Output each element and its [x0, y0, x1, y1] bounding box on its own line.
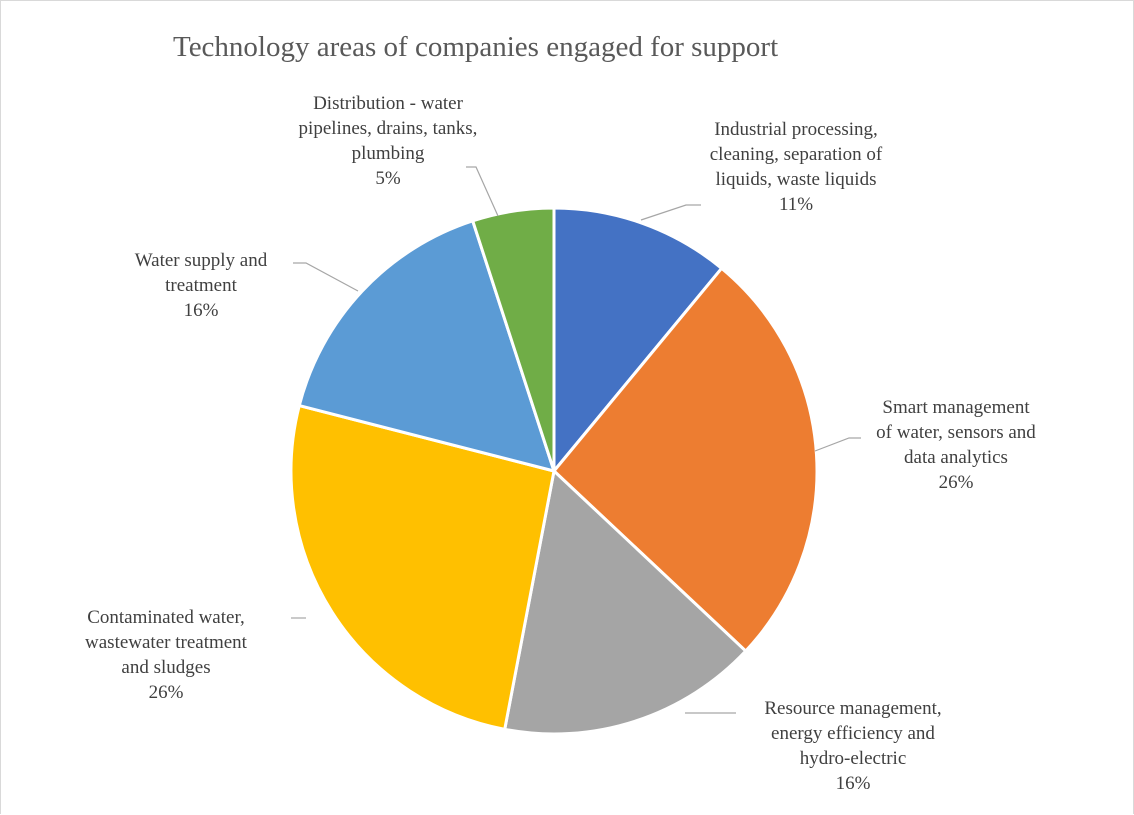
slice-label-line: Resource management, [764, 698, 941, 719]
slice-label-line: and sludges [121, 657, 210, 678]
pie-slice-5 [297, 219, 556, 473]
slice-label-line: Water supply and [135, 250, 268, 271]
slice-label-line: wastewater treatment [85, 632, 248, 653]
pie-slice-1 [552, 206, 724, 473]
slice-label-line: Industrial processing, [714, 119, 878, 140]
slice-label-2: Smart management of water, sensors and dat… [876, 397, 1036, 493]
slice-percent: 16% [836, 773, 871, 794]
slice-label-3: Resource management, energy efficiency an… [764, 698, 941, 794]
pie-slice-6 [471, 206, 556, 473]
slice-label-line: energy efficiency and [771, 723, 935, 744]
slice-percent: 26% [149, 682, 184, 703]
pie-slice-4 [289, 404, 556, 731]
slice-label-line: data analytics [904, 447, 1008, 468]
slice-label-6: Distribution - water pipelines, drains, t… [299, 93, 478, 189]
slice-percent: 26% [939, 472, 974, 493]
slice-percent: 11% [779, 194, 813, 215]
leader-line-1 [640, 204, 701, 221]
slice-label-line: Smart management [882, 397, 1030, 418]
leader-line-6 [466, 166, 499, 217]
pie-slice-3 [503, 469, 748, 736]
slice-label-line: Contaminated water, [87, 607, 245, 628]
slice-label-line: treatment [165, 275, 237, 296]
slice-label-line: plumbing [352, 143, 425, 164]
slice-label-line: pipelines, drains, tanks, [299, 118, 478, 139]
slice-label-line: hydro-electric [800, 748, 907, 769]
leader-line-2 [814, 437, 861, 452]
chart-title: Technology areas of companies engaged fo… [173, 31, 779, 63]
slice-label-line: liquids, waste liquids [716, 169, 877, 190]
pie-slice-2 [552, 266, 819, 653]
slice-label-line: cleaning, separation of [710, 144, 883, 165]
slice-percent: 5% [375, 168, 401, 189]
slice-label-4: Contaminated water, wastewater treatment a… [85, 607, 248, 703]
leader-line-5 [293, 262, 359, 292]
slice-percent: 16% [184, 300, 219, 321]
slice-label-1: Industrial processing, cleaning, separati… [710, 119, 883, 215]
slice-label-line: Distribution - water [313, 93, 464, 114]
slice-label-5: Water supply and treatment 16% [135, 250, 268, 321]
slice-label-line: of water, sensors and [876, 422, 1036, 443]
